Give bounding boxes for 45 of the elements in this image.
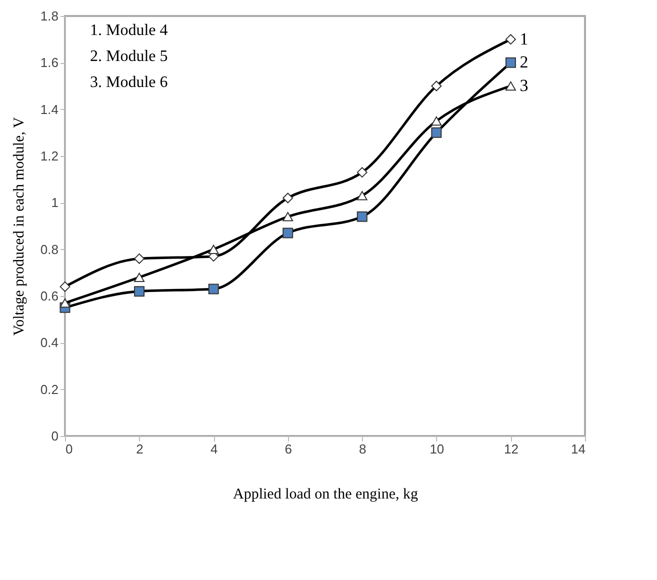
y-tick-label: 1.8: [40, 8, 58, 24]
point: [60, 298, 70, 308]
x-tick-label: 10: [430, 442, 444, 456]
x-tick-label: 14: [571, 442, 586, 456]
x-tick-label: 0: [66, 442, 73, 456]
y-axis-title: Voltage produced in each module, V: [11, 117, 28, 336]
point: [505, 34, 516, 45]
y-tick-label: 1.4: [40, 102, 58, 117]
y-tick-label: 1.2: [40, 148, 58, 164]
series-label: 2: [520, 52, 528, 72]
x-tick-label: 2: [136, 442, 144, 456]
x-axis-title: Applied load on the engine, kg: [233, 486, 418, 502]
annotation: 1. Module 4: [90, 22, 168, 39]
x-tick-label: 6: [284, 442, 292, 456]
series-label: 3: [520, 76, 528, 95]
y-tick-label: 0.8: [40, 242, 58, 257]
point: [505, 81, 516, 91]
point: [356, 167, 368, 178]
annotation: 2. Module 5: [90, 48, 168, 65]
point: [134, 253, 145, 264]
point: [431, 116, 442, 126]
point: [208, 244, 219, 254]
point: [282, 192, 294, 204]
point: [60, 281, 70, 292]
point: [208, 284, 219, 294]
y-tick-label: 0.4: [40, 335, 58, 350]
point: [134, 272, 145, 282]
point: [282, 212, 294, 222]
point: [356, 191, 368, 200]
y-tick-label: 0.2: [40, 382, 58, 397]
point: [282, 228, 294, 238]
point: [431, 127, 442, 138]
x-tick-label: 4: [210, 442, 218, 456]
point: [505, 57, 516, 68]
x-tick-label: 8: [359, 442, 366, 456]
annotation: 3. Module 6: [90, 74, 168, 91]
x-tick-label: 12: [504, 442, 518, 456]
y-tick-label: 0: [51, 428, 58, 444]
y-tick-label: 0.6: [40, 288, 58, 304]
y-tick-label: 1.6: [40, 55, 58, 70]
series-label: 1: [520, 29, 528, 48]
point: [134, 286, 145, 297]
point: [356, 211, 368, 222]
point: [431, 80, 442, 92]
y-tick-label: 1: [51, 195, 58, 210]
